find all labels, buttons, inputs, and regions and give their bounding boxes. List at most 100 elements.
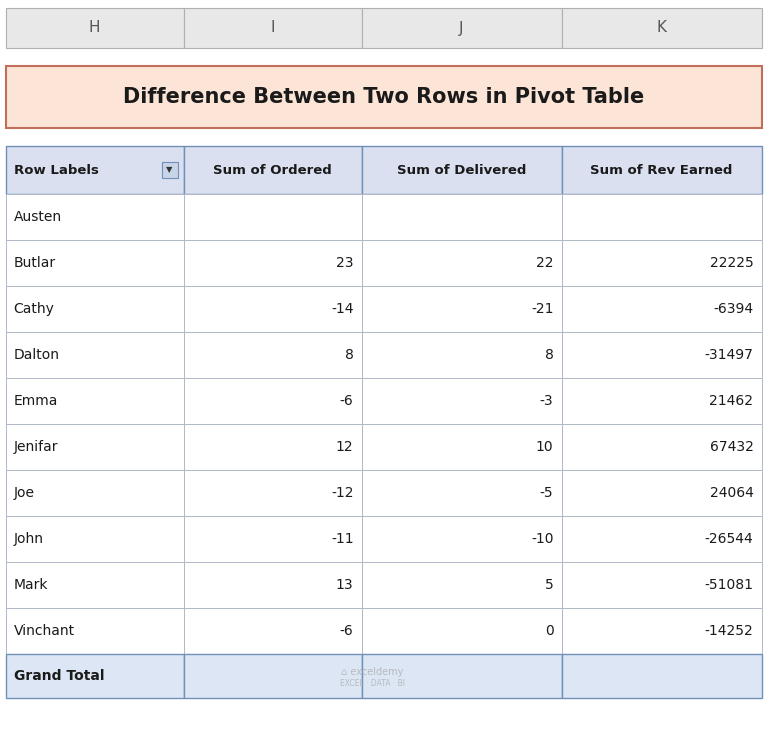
Bar [561,194,762,240]
Bar [561,654,762,698]
Bar [5,378,183,424]
Bar [183,332,361,378]
Bar [5,66,762,128]
Text: Cathy: Cathy [14,302,54,316]
Text: -26544: -26544 [705,532,753,546]
Bar [5,654,183,698]
Text: 12: 12 [336,440,354,454]
Text: 8: 8 [344,348,354,362]
Text: -5: -5 [540,486,554,500]
Bar [361,286,561,332]
Bar [5,286,183,332]
Text: Difference Between Two Rows in Pivot Table: Difference Between Two Rows in Pivot Tab… [123,87,644,107]
Text: H: H [89,20,100,36]
Text: Dalton: Dalton [14,348,60,362]
Text: -31497: -31497 [705,348,753,362]
Bar [561,378,762,424]
Text: Austen: Austen [14,210,61,224]
Bar [5,516,183,562]
Bar [183,470,361,516]
Bar [361,562,561,608]
Bar [5,8,183,48]
Bar [183,608,361,654]
Text: 23: 23 [336,256,354,270]
Text: EXCEL · DATA · BI: EXCEL · DATA · BI [340,678,405,688]
Bar [361,240,561,286]
Text: -6: -6 [340,624,354,638]
Text: Row Labels: Row Labels [14,164,98,177]
Text: 5: 5 [545,578,554,592]
Bar [361,378,561,424]
Bar [561,286,762,332]
Bar [183,240,361,286]
Text: 67432: 67432 [709,440,753,454]
Bar [5,608,183,654]
Bar [361,516,561,562]
Bar [183,516,361,562]
Bar [561,424,762,470]
Text: Jenifar: Jenifar [14,440,58,454]
Text: Sum of Rev Earned: Sum of Rev Earned [591,164,732,177]
Bar [361,194,561,240]
Text: -12: -12 [331,486,354,500]
Bar [183,146,361,194]
Text: -3: -3 [540,394,554,408]
Text: Mark: Mark [14,578,48,592]
Text: 24064: 24064 [709,486,753,500]
Text: 8: 8 [545,348,554,362]
Bar [361,146,561,194]
Bar [183,194,361,240]
Text: -14: -14 [331,302,354,316]
Bar [361,332,561,378]
Text: -14252: -14252 [705,624,753,638]
Text: Joe: Joe [14,486,35,500]
Text: 0: 0 [545,624,554,638]
Text: I: I [270,20,275,36]
Text: 22: 22 [536,256,554,270]
Text: Grand Total: Grand Total [14,669,104,683]
Bar [162,162,177,178]
Bar [361,608,561,654]
Bar [183,424,361,470]
Bar [361,654,561,698]
Bar [183,8,361,48]
Text: 21462: 21462 [709,394,753,408]
Text: -10: -10 [531,532,554,546]
Text: ⌂ exceldemy: ⌂ exceldemy [341,667,403,677]
Text: ▼: ▼ [166,166,173,174]
Text: Butlar: Butlar [14,256,56,270]
Bar [5,146,183,194]
Bar [361,424,561,470]
Bar [5,470,183,516]
Bar [561,8,762,48]
Bar [5,562,183,608]
Bar [361,470,561,516]
Bar [183,562,361,608]
Text: -21: -21 [531,302,554,316]
Text: -6: -6 [340,394,354,408]
Text: Vinchant: Vinchant [14,624,74,638]
Text: -6394: -6394 [713,302,753,316]
Bar [183,654,361,698]
Bar [561,146,762,194]
Bar [361,8,561,48]
Bar [5,194,183,240]
Bar [561,332,762,378]
Bar [561,516,762,562]
Text: Emma: Emma [14,394,58,408]
Text: 22225: 22225 [709,256,753,270]
Text: Sum of Ordered: Sum of Ordered [213,164,332,177]
Text: 10: 10 [536,440,554,454]
Text: -11: -11 [331,532,354,546]
Bar [5,332,183,378]
Bar [5,240,183,286]
Text: John: John [14,532,44,546]
Text: Sum of Delivered: Sum of Delivered [397,164,526,177]
Text: J: J [459,20,464,36]
Bar [561,562,762,608]
Bar [561,470,762,516]
Bar [183,378,361,424]
Text: K: K [657,20,667,36]
Bar [561,608,762,654]
Bar [561,240,762,286]
